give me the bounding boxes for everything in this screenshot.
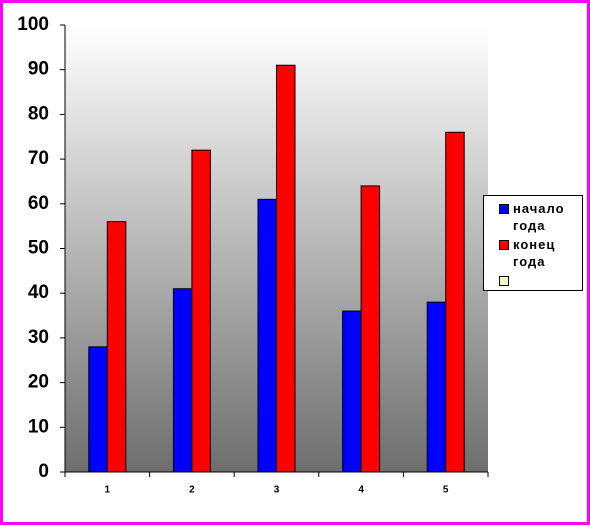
y-tick-label: 100: [17, 14, 49, 35]
bar: [191, 149, 211, 473]
legend-item: конец года: [484, 236, 582, 270]
y-tick-label: 60: [28, 193, 49, 214]
bar: [276, 64, 296, 473]
legend-swatch: [499, 204, 509, 214]
y-tick-label: 70: [28, 148, 49, 169]
x-tick-label: 4: [358, 485, 364, 496]
legend-label: конец года: [513, 237, 556, 269]
chart: 0 10 20 30 40 50 60 70 80 90 100 1 2 3 4 5: [17, 14, 489, 496]
y-tick-label: 50: [28, 238, 49, 259]
bar: [342, 310, 362, 473]
x-tick-label: 2: [189, 485, 195, 496]
y-tick-label: 90: [28, 59, 49, 80]
y-tick-label: 40: [28, 282, 49, 303]
legend-item: начало года: [484, 200, 582, 234]
legend-label: начало года: [513, 201, 565, 233]
x-tick-label: 5: [443, 485, 449, 496]
y-tick-label: 20: [28, 372, 49, 393]
bar: [257, 198, 277, 473]
y-tick-label: 0: [38, 461, 49, 482]
legend: начало года конец года: [483, 195, 583, 291]
y-tick-label: 10: [28, 416, 49, 437]
legend-swatch: [499, 276, 509, 286]
bar: [360, 185, 381, 473]
bar: [88, 346, 108, 473]
bar: [426, 301, 447, 473]
bar: [445, 131, 465, 473]
y-tick-label: 30: [28, 327, 49, 348]
y-tick-label: 80: [28, 103, 49, 124]
legend-swatch: [499, 240, 509, 250]
x-tick-label: 3: [274, 485, 280, 496]
legend-item: [484, 272, 582, 286]
bar: [172, 288, 193, 473]
x-tick-label: 1: [105, 485, 111, 496]
bar: [106, 221, 127, 473]
